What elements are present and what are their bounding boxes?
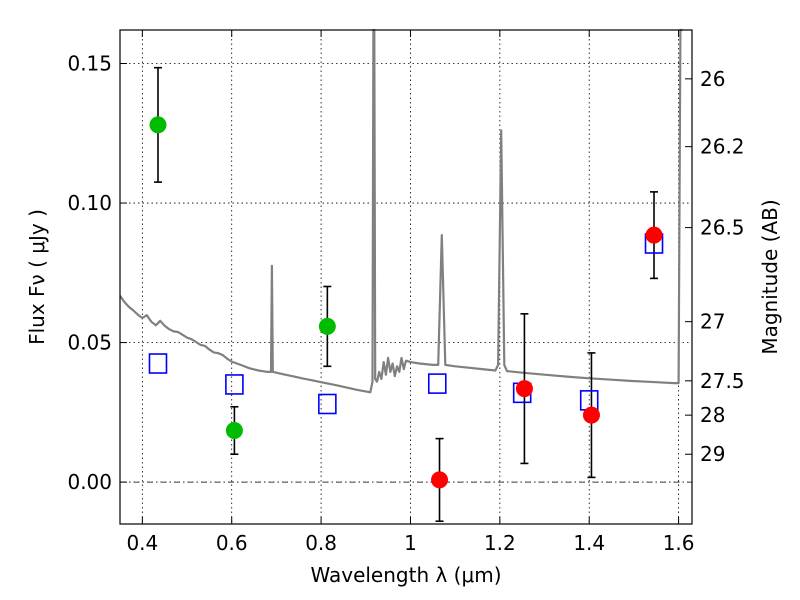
right-tick-label: 29: [700, 442, 725, 466]
right-tick-label: 26.5: [700, 216, 745, 240]
plot-frame: [119, 29, 693, 525]
right-tick-label: 26: [700, 67, 725, 91]
y-axis-title: Flux Fν ( μJy ): [25, 209, 49, 345]
x-tick-label: 1.6: [663, 531, 695, 555]
photometry-point: [149, 116, 167, 134]
photometry-point: [582, 406, 600, 424]
right-tick-label: 28: [700, 403, 725, 427]
photometry-point: [225, 422, 243, 440]
grid: [120, 30, 692, 524]
x-tick-label: 1.4: [573, 531, 605, 555]
x-tick-label: 0.8: [305, 531, 337, 555]
x-tick-label: 1.2: [484, 531, 516, 555]
x-axis-title: Wavelength λ (μm): [310, 563, 501, 587]
model-spectrum-line: [119, 28, 683, 394]
y-tick-label: 0.00: [67, 470, 112, 494]
x-tick-label: 1: [404, 531, 417, 555]
x-tick-label: 0.4: [126, 531, 158, 555]
model-flux-square: [318, 393, 337, 415]
y-tick-label: 0.10: [67, 191, 112, 215]
model-flux-square: [148, 353, 168, 374]
photometry-point: [318, 317, 336, 335]
model-spectrum: [119, 28, 683, 394]
model-flux-square: [427, 373, 447, 394]
error-bars: [153, 66, 659, 523]
right-tick-label: 26.2: [700, 135, 745, 159]
right-axis-title: Magnitude (AB): [758, 199, 782, 354]
y-tick-label: 0.15: [67, 51, 112, 75]
photometry-point: [645, 226, 663, 244]
photometry-point: [515, 380, 533, 398]
photometry-point: [431, 471, 449, 489]
right-tick-label: 27: [700, 310, 725, 334]
data-points: [148, 116, 664, 489]
axis-ticks: 0.4 0.6 0.8 1 1.2 1.4 1.6 0.00 0.05 0.10 0.15 26 26.…: [67, 30, 745, 555]
model-flux-square: [225, 374, 244, 395]
x-tick-label: 0.6: [216, 531, 248, 555]
right-tick-label: 27.5: [700, 369, 745, 393]
y-tick-label: 0.05: [67, 331, 112, 355]
